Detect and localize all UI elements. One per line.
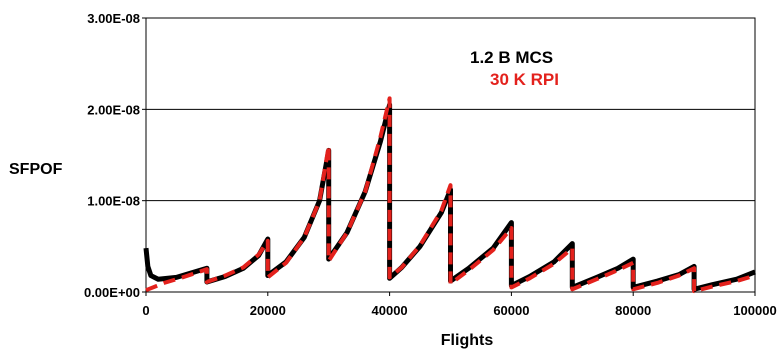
legend-entry-rpi: 30 K RPI: [490, 70, 559, 89]
y-tick-label-2: 2.00E-08: [87, 102, 140, 117]
y-tick-label-3: 3.00E-08: [87, 11, 140, 26]
series-line-rpi: [145, 96, 756, 294]
series-lines: [143, 96, 756, 294]
x-tick-label-4: 80000: [615, 303, 651, 318]
legend-entry-mcs: 1.2 B MCS: [470, 48, 553, 67]
x-tick-label-3: 60000: [493, 303, 529, 318]
x-tick-label-5: 100000: [733, 303, 776, 318]
x-axis-ticks: 0 20000 40000 60000 80000 100000: [142, 292, 777, 318]
y-axis-ticks: 0.00E+00 1.00E-08 2.00E-08 3.00E-08: [84, 11, 146, 300]
y-tick-label-0: 0.00E+00: [84, 285, 140, 300]
y-axis-label: SFPOF: [9, 161, 63, 178]
x-tick-label-0: 0: [142, 303, 149, 318]
x-tick-label-2: 40000: [372, 303, 408, 318]
y-tick-label-1: 1.00E-08: [87, 194, 140, 209]
x-axis-label: Flights: [441, 332, 494, 349]
x-tick-label-1: 20000: [250, 303, 286, 318]
